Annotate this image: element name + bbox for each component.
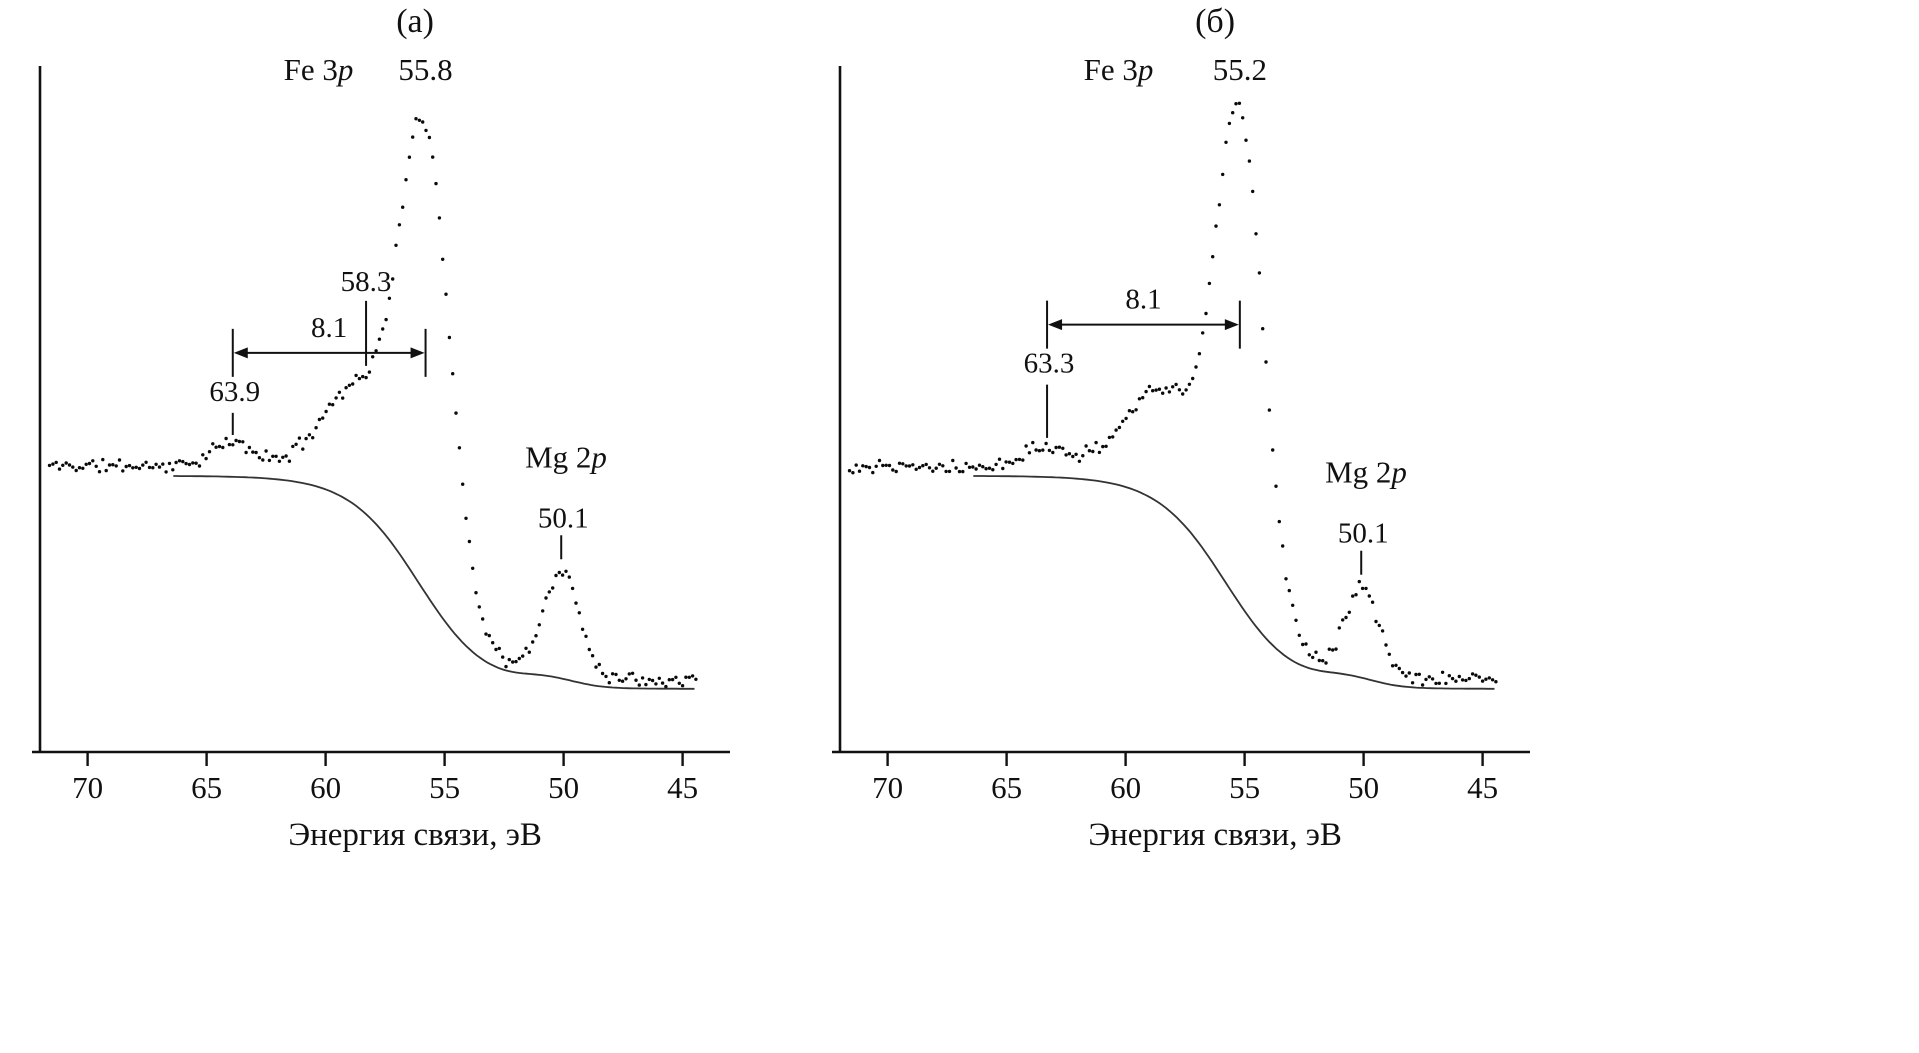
spectrum-dots bbox=[847, 101, 1498, 687]
panel-title: (а) bbox=[396, 3, 434, 40]
mg2p-label: Mg 2p bbox=[1325, 455, 1407, 490]
satellite-value: 63.3 bbox=[1024, 348, 1075, 380]
shoulder-value: 58.3 bbox=[341, 266, 392, 298]
mg2p-label: Mg 2p bbox=[525, 439, 607, 474]
x-tick-label: 45 bbox=[667, 770, 698, 805]
separation-value: 8.1 bbox=[1125, 284, 1161, 316]
x-tick-label: 55 bbox=[1229, 770, 1260, 805]
fe-peak-value: 55.2 bbox=[1213, 52, 1267, 87]
x-tick-label: 70 bbox=[72, 770, 103, 805]
panel-a: 70 65 60 55 50 45 (а) Энергия связи, эВ Fe 3p 55.… bbox=[32, 3, 730, 853]
x-tick-label: 50 bbox=[548, 770, 579, 805]
mg-peak-value: 50.1 bbox=[538, 502, 589, 534]
background-line bbox=[973, 475, 1495, 690]
separation-arrowhead-left bbox=[233, 347, 248, 359]
separation-value: 8.1 bbox=[311, 312, 347, 344]
x-tick-label: 60 bbox=[1110, 770, 1141, 805]
x-axis-label: Энергия связи, эВ bbox=[288, 817, 542, 853]
spectrum-dots bbox=[47, 117, 698, 689]
separation-arrowhead-left bbox=[1048, 319, 1063, 331]
panel-b: 70 65 60 55 50 45 (б) Энергия связи, эВ Fe 3p 55.… bbox=[832, 3, 1530, 853]
fe3p-label: Fe 3p bbox=[284, 52, 354, 87]
fe3p-label: Fe 3p bbox=[1084, 52, 1154, 87]
fe-peak-value: 55.8 bbox=[398, 52, 452, 87]
separation-arrowhead-right bbox=[1224, 319, 1239, 331]
x-tick-label: 65 bbox=[991, 770, 1022, 805]
separation-arrowhead-right bbox=[410, 347, 425, 359]
x-axis-label: Энергия связи, эВ bbox=[1088, 817, 1342, 853]
panel-title: (б) bbox=[1195, 3, 1235, 40]
x-tick-label: 60 bbox=[310, 770, 341, 805]
x-tick-label: 70 bbox=[872, 770, 903, 805]
satellite-value: 63.9 bbox=[209, 376, 260, 408]
background-line bbox=[173, 475, 695, 690]
mg-peak-value: 50.1 bbox=[1338, 518, 1389, 550]
x-tick-label: 45 bbox=[1467, 770, 1498, 805]
x-tick-label: 65 bbox=[191, 770, 222, 805]
x-tick-label: 50 bbox=[1348, 770, 1379, 805]
x-tick-label: 55 bbox=[429, 770, 460, 805]
